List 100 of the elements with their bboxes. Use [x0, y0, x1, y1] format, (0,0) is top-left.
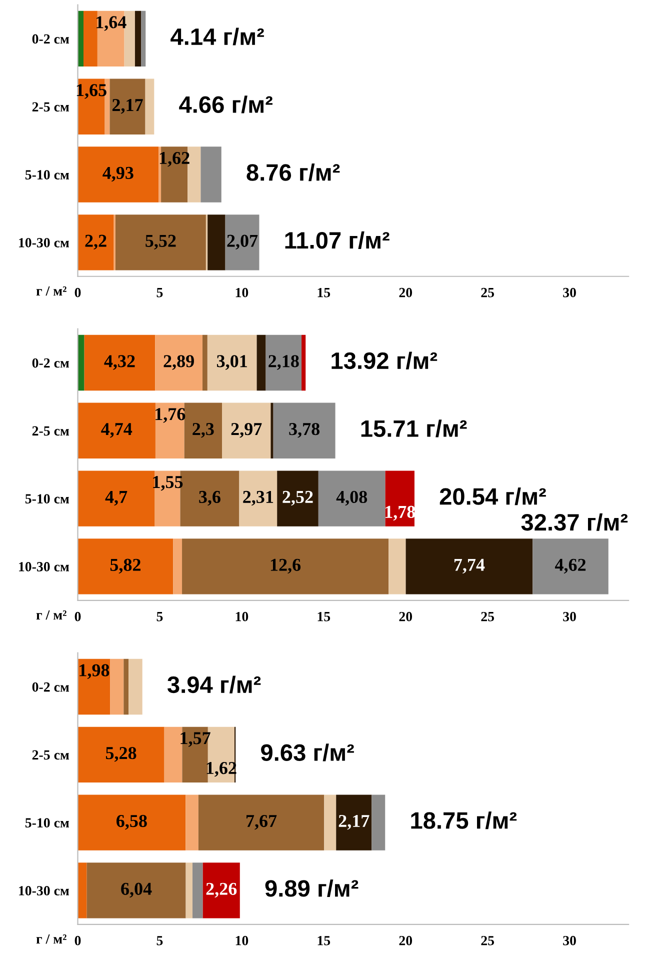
data-label: 6,04 — [121, 882, 152, 898]
bar — [207, 334, 257, 391]
bar — [318, 470, 386, 526]
x-tick-label: 15 — [318, 288, 330, 298]
data-label: 2,97 — [231, 423, 262, 438]
bar — [225, 214, 260, 270]
data-label: 1,55 — [153, 476, 183, 491]
total-label: 9.63 г/м² — [261, 744, 354, 762]
bar — [188, 146, 201, 202]
bar — [128, 658, 142, 715]
data-label: 4,08 — [336, 490, 368, 506]
data-label: 7,67 — [246, 814, 277, 830]
total-label: 8.76 г/м² — [246, 164, 340, 182]
bar — [256, 334, 266, 391]
bar — [84, 334, 156, 391]
bar — [78, 470, 155, 526]
bar — [182, 538, 389, 594]
x-tick-label: 15 — [318, 612, 330, 622]
data-label: 2,89 — [164, 355, 194, 370]
total-label: 32.37 г/м² — [521, 513, 628, 531]
total-label: 13.92 г/м² — [332, 352, 438, 370]
bar — [97, 10, 124, 67]
bar — [186, 794, 198, 850]
x-tick-label: 10 — [236, 288, 248, 298]
total-label: 4.14 г/м² — [170, 28, 264, 46]
x-tick-label: 0 — [74, 936, 81, 946]
y-tick-label: 10-30 см — [19, 562, 69, 572]
total-label: 4.66 г/м² — [179, 96, 272, 114]
total-label: 11.07 г/м² — [285, 231, 390, 249]
data-label: 2,52 — [282, 490, 313, 506]
bar — [110, 78, 146, 134]
bar — [532, 538, 608, 594]
bar — [110, 658, 124, 715]
bar — [202, 862, 240, 918]
data-label: 7,74 — [454, 558, 485, 574]
data-label: 5,28 — [106, 746, 136, 762]
bar — [78, 538, 174, 594]
bar — [186, 862, 193, 918]
total-label: 18.75 г/м² — [411, 812, 517, 830]
bar — [78, 402, 156, 458]
data-label: 1,98 — [80, 664, 110, 679]
bar — [198, 794, 324, 850]
total-label: 9.89 г/м² — [265, 879, 358, 898]
bar — [155, 334, 203, 391]
bar — [158, 146, 162, 202]
bar — [184, 402, 222, 458]
bar — [266, 334, 302, 391]
total-label: 20.54 г/м² — [440, 488, 546, 506]
bar — [78, 794, 186, 850]
data-label: 5,82 — [110, 558, 140, 574]
x-tick-label: 30 — [563, 288, 576, 298]
x-tick-label: 20 — [399, 612, 412, 622]
data-label: 4,74 — [101, 423, 132, 438]
bar — [164, 726, 182, 782]
data-label: 2,07 — [227, 234, 258, 250]
bar — [86, 862, 186, 918]
bar — [406, 538, 533, 594]
bar — [173, 538, 182, 594]
data-label: 6,58 — [116, 814, 147, 830]
bar — [277, 470, 318, 526]
y-tick-label: 5-10 см — [25, 170, 69, 180]
bar — [388, 538, 406, 594]
bar — [78, 334, 84, 391]
bar — [78, 214, 114, 270]
data-label: 4,7 — [105, 490, 128, 506]
y-tick-label: 2-5 см — [32, 426, 69, 436]
data-label: 4,32 — [104, 355, 135, 370]
x-tick-label: 25 — [481, 936, 494, 946]
y-tick-label: 10-30 см — [19, 886, 69, 896]
x-tick-label: 5 — [156, 936, 163, 946]
total-label: 15.71 г/м² — [361, 420, 467, 438]
x-tick-label: 30 — [563, 612, 576, 622]
data-label: 4,62 — [554, 558, 586, 574]
bar — [372, 794, 386, 850]
bar — [78, 146, 159, 202]
bar — [192, 862, 203, 918]
y-tick-label: 5-10 см — [25, 818, 69, 828]
data-label: 2,2 — [85, 234, 106, 250]
data-label: 2,18 — [268, 355, 299, 370]
x-axis-title: г / м² — [36, 610, 66, 620]
data-label: 5,52 — [146, 234, 176, 250]
bar — [134, 10, 142, 67]
data-label: 1,64 — [96, 16, 126, 31]
data-label: 4,93 — [102, 166, 134, 182]
bar — [155, 402, 184, 458]
x-tick-label: 5 — [156, 288, 163, 298]
y-tick-label: 0-2 см — [32, 34, 69, 44]
bar — [302, 334, 306, 391]
bar — [78, 862, 87, 918]
bar — [336, 794, 372, 850]
x-tick-label: 20 — [399, 936, 412, 946]
bar — [208, 214, 226, 270]
x-tick-label: 30 — [563, 936, 576, 946]
bar — [115, 214, 206, 270]
data-label: 1,78 — [386, 506, 416, 521]
bar — [200, 146, 222, 202]
x-tick-label: 15 — [318, 936, 330, 946]
bar — [385, 470, 414, 526]
data-label: 12,6 — [270, 558, 301, 574]
y-tick-label: 2-5 см — [32, 750, 69, 760]
